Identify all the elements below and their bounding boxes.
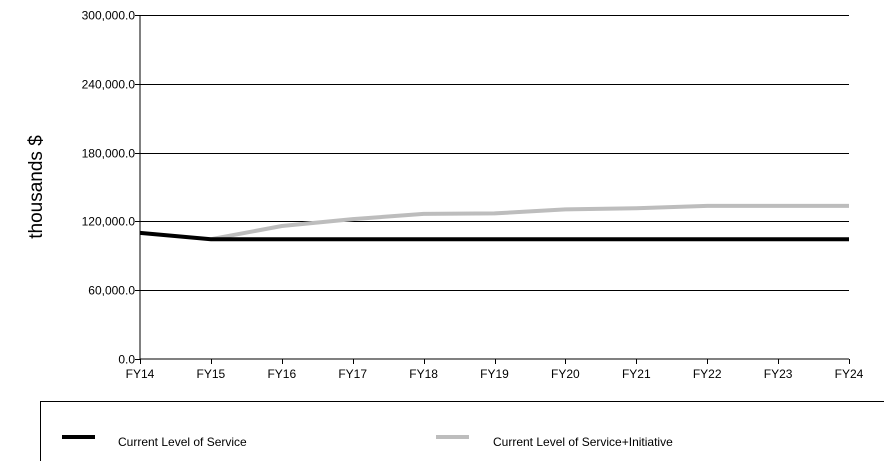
y-tick-label: 120,000.0 [82, 215, 136, 229]
series-lines [139, 203, 849, 242]
x-tick-label: FY16 [267, 367, 296, 381]
x-tick-labels: FY14 FY15 FY16 FY17 FY18 FY19 FY20 FY21 FY22 FY23… [126, 359, 864, 381]
x-tick-label: FY14 [126, 367, 155, 381]
x-tick-label: FY20 [551, 367, 580, 381]
legend-label-current-level-of-service-initiative: Current Level of Service+Initiative [493, 435, 673, 449]
x-tick-label: FY22 [693, 367, 722, 381]
legend-box [40, 401, 884, 461]
y-tick-label: 240,000.0 [82, 78, 136, 92]
x-tick-label: FY18 [409, 367, 438, 381]
series-line-current-level-of-service [139, 230, 849, 242]
y-tick-label: 60,000.0 [88, 284, 135, 298]
x-tick-label: FY21 [622, 367, 651, 381]
x-tick-label: FY17 [338, 367, 367, 381]
legend-label-current-level-of-service: Current Level of Service [118, 435, 247, 449]
y-tick-label: 0.0 [118, 353, 135, 367]
gridlines [140, 15, 849, 291]
x-tick-label: FY15 [197, 367, 226, 381]
legend: Current Level of Service Current Level o… [40, 401, 884, 461]
axes [139, 15, 849, 360]
series-line-current-level-of-service-initiative [210, 203, 849, 242]
x-tick-label: FY19 [480, 367, 509, 381]
y-tick-label: 180,000.0 [82, 147, 136, 161]
y-tick-labels: 0.0 60,000.0 120,000.0 180,000.0 240,000.0 30… [82, 9, 140, 367]
x-tick-label: FY23 [764, 367, 793, 381]
y-tick-label: 300,000.0 [82, 9, 136, 23]
y-axis-title: thousands $ [26, 135, 47, 239]
x-tick-label: FY24 [835, 367, 864, 381]
